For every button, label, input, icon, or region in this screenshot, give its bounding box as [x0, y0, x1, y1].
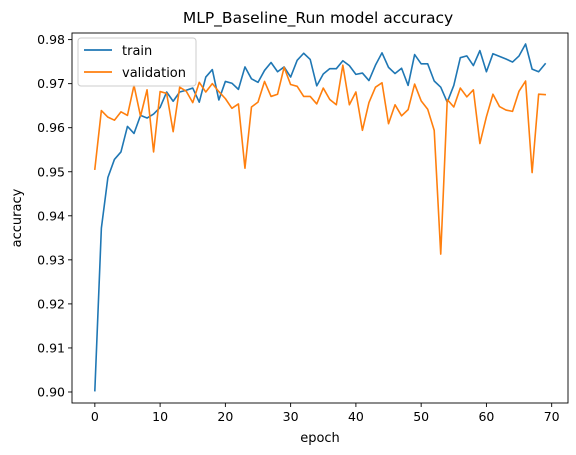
series-layer: [95, 44, 545, 391]
y-axis-ticks: 0.90 0.91 0.92 0.93 0.94 0.95 0.96 0.97 0.98: [37, 32, 72, 399]
x-tick-label: 20: [217, 409, 233, 424]
legend-label-train: train: [122, 44, 152, 59]
x-axis-label: epoch: [300, 431, 340, 446]
x-tick-label: 30: [283, 409, 299, 424]
y-tick-label: 0.93: [37, 252, 65, 267]
y-axis-label: accuracy: [10, 188, 25, 247]
y-tick-label: 0.98: [37, 32, 65, 47]
y-tick-label: 0.97: [37, 76, 65, 91]
legend: train validation: [78, 38, 196, 86]
x-axis-ticks: 0 10 20 30 40 50 60 70: [91, 403, 560, 424]
x-tick-label: 70: [544, 409, 560, 424]
legend-label-validation: validation: [122, 66, 186, 81]
x-tick-label: 60: [478, 409, 494, 424]
x-tick-label: 50: [413, 409, 429, 424]
y-tick-label: 0.92: [37, 296, 65, 311]
y-tick-label: 0.91: [37, 340, 65, 355]
series-line-validation: [95, 65, 545, 254]
y-tick-label: 0.96: [37, 120, 65, 135]
chart-title: MLP_Baseline_Run model accuracy: [183, 9, 453, 28]
x-tick-label: 10: [152, 409, 168, 424]
plot-frame: [72, 33, 568, 403]
y-tick-label: 0.94: [37, 208, 65, 223]
y-tick-label: 0.90: [37, 384, 65, 399]
x-tick-label: 40: [348, 409, 364, 424]
x-tick-label: 0: [91, 409, 99, 424]
y-tick-label: 0.95: [37, 164, 65, 179]
